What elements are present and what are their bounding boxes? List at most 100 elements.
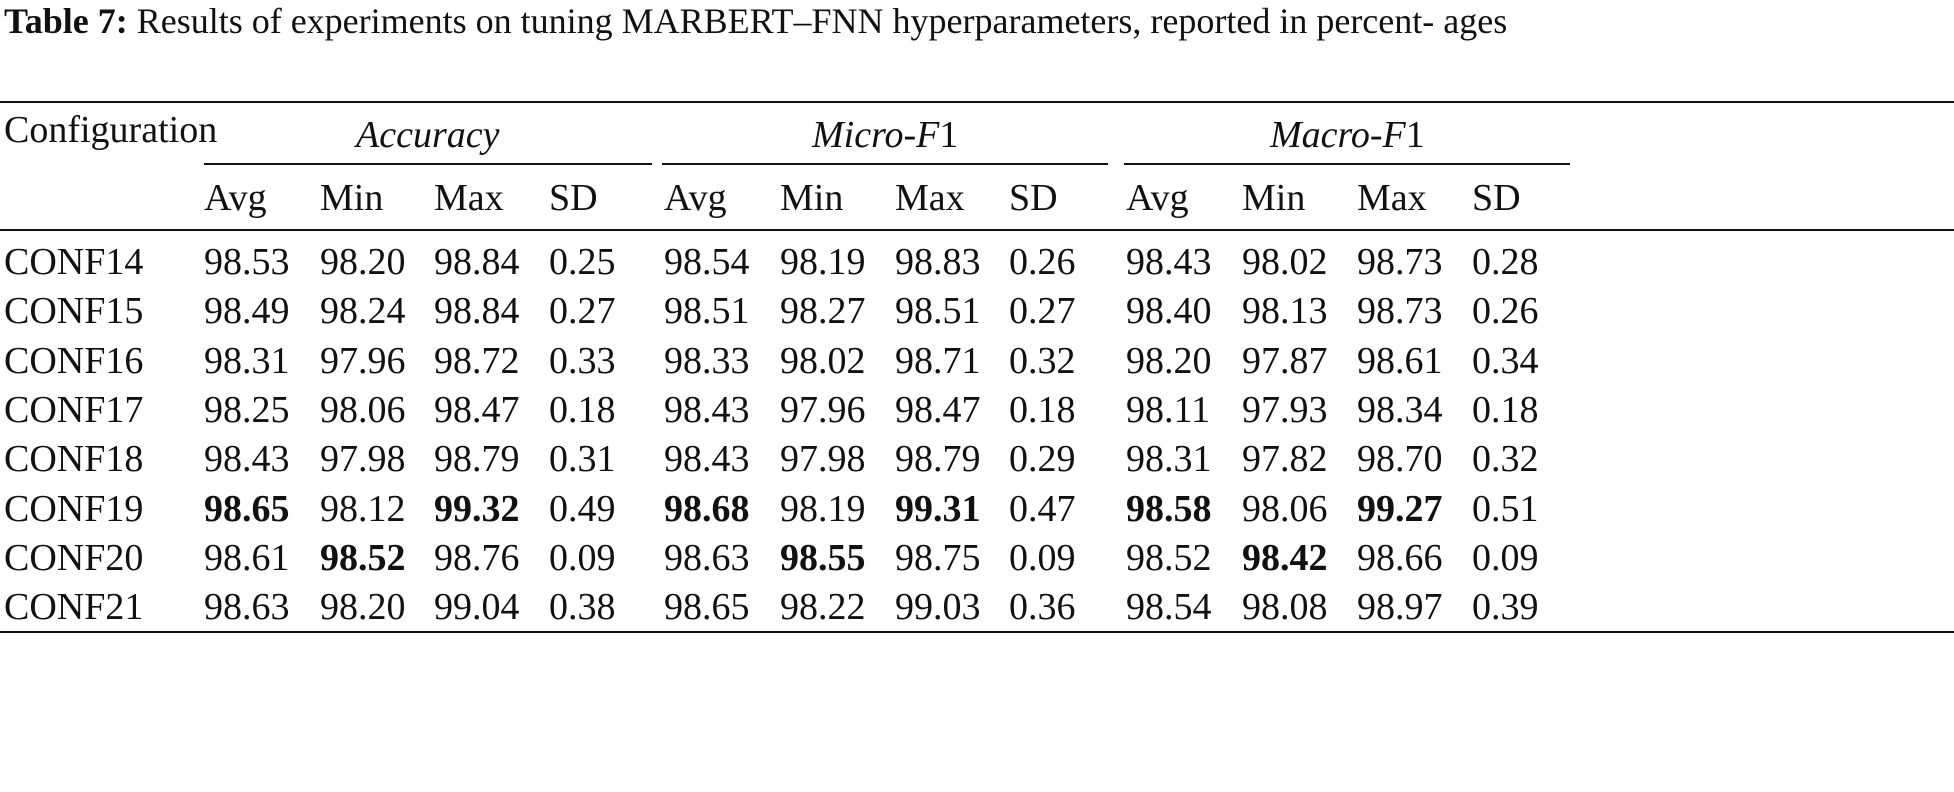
table-cell: 98.73	[1357, 290, 1443, 332]
table-cell: 98.70	[1357, 438, 1443, 480]
table-cell: 0.31	[549, 438, 616, 480]
table-cell: 98.55	[780, 537, 866, 579]
table-cell: 98.20	[320, 586, 406, 628]
table-cell: 98.43	[664, 389, 750, 431]
group-header-2: Micro-F1	[812, 113, 958, 157]
table-cell: 0.09	[1472, 537, 1539, 579]
table-cell: 98.42	[1242, 537, 1328, 579]
row-label-conf21: CONF21	[4, 586, 144, 628]
table-cell: 98.13	[1242, 290, 1328, 332]
table-cell: 0.18	[1009, 389, 1076, 431]
table-cell: 97.87	[1242, 340, 1328, 382]
table-cell: 0.18	[549, 389, 616, 431]
table-cell: 98.61	[1357, 340, 1443, 382]
table-cell: 98.20	[320, 241, 406, 283]
table-cell: 99.03	[895, 586, 981, 628]
table-cell: 98.84	[434, 241, 520, 283]
table-cell: 98.24	[320, 290, 406, 332]
subheader-max: Max	[1357, 177, 1427, 219]
table-cell: 0.32	[1472, 438, 1539, 480]
row-label-conf17: CONF17	[4, 389, 144, 431]
table-cell: 98.12	[320, 488, 406, 530]
table-cell: 98.84	[434, 290, 520, 332]
table-cell: 97.82	[1242, 438, 1328, 480]
table-cell: 98.73	[1357, 241, 1443, 283]
table-cell: 0.49	[549, 488, 616, 530]
table-cell: 98.52	[1126, 537, 1212, 579]
group-header-italic: Macro-F	[1270, 114, 1406, 156]
subheader-avg: Avg	[204, 177, 267, 219]
table-cell: 0.27	[549, 290, 616, 332]
table-cell: 99.32	[434, 488, 520, 530]
table-cell: 98.25	[204, 389, 290, 431]
table-cell: 98.43	[664, 438, 750, 480]
column-header-configuration: Configuration	[4, 109, 218, 151]
group-rule-3	[1124, 163, 1570, 165]
table-cell: 98.40	[1126, 290, 1212, 332]
table-cell: 98.49	[204, 290, 290, 332]
table-cell: 98.51	[664, 290, 750, 332]
table-cell: 98.27	[780, 290, 866, 332]
table-cell: 98.31	[204, 340, 290, 382]
table-cell: 98.22	[780, 586, 866, 628]
bottom-rule	[0, 631, 1954, 633]
table-cell: 0.25	[549, 241, 616, 283]
subheader-min: Min	[320, 177, 384, 219]
table-cell: 99.04	[434, 586, 520, 628]
table-cell: 98.34	[1357, 389, 1443, 431]
subheader-min: Min	[780, 177, 844, 219]
table-cell: 98.54	[664, 241, 750, 283]
subheader-sd: SD	[1009, 177, 1058, 219]
table-cell: 99.27	[1357, 488, 1443, 530]
table-cell: 98.20	[1126, 340, 1212, 382]
table-cell: 0.39	[1472, 586, 1539, 628]
table-cell: 98.08	[1242, 586, 1328, 628]
table-cell: 0.09	[1009, 537, 1076, 579]
row-label-conf16: CONF16	[4, 340, 144, 382]
group-header-1: Accuracy	[356, 113, 499, 157]
table-cell: 98.47	[895, 389, 981, 431]
table-cell: 97.98	[320, 438, 406, 480]
table-cell: 98.51	[895, 290, 981, 332]
subheader-sd: SD	[549, 177, 598, 219]
row-label-conf19: CONF19	[4, 488, 144, 530]
table-cell: 0.34	[1472, 340, 1539, 382]
table-cell: 98.66	[1357, 537, 1443, 579]
table-cell: 98.79	[434, 438, 520, 480]
table-cell: 98.19	[780, 488, 866, 530]
table-cell: 98.02	[780, 340, 866, 382]
table-cell: 97.96	[780, 389, 866, 431]
header-bottom-rule	[0, 229, 1954, 231]
group-header-suffix: 1	[1405, 114, 1425, 156]
table-cell: 98.63	[204, 586, 290, 628]
table-cell: 0.26	[1472, 290, 1539, 332]
table-cell: 0.38	[549, 586, 616, 628]
row-label-conf15: CONF15	[4, 290, 144, 332]
table-cell: 0.51	[1472, 488, 1539, 530]
table-cell: 98.65	[664, 586, 750, 628]
table-cell: 98.72	[434, 340, 520, 382]
table-cell: 98.68	[664, 488, 750, 530]
subheader-avg: Avg	[664, 177, 727, 219]
table-cell: 97.96	[320, 340, 406, 382]
group-rule-1	[204, 163, 652, 165]
table-cell: 98.19	[780, 241, 866, 283]
table-cell: 98.43	[204, 438, 290, 480]
row-label-conf14: CONF14	[4, 241, 144, 283]
table-cell: 98.54	[1126, 586, 1212, 628]
table-cell: 98.53	[204, 241, 290, 283]
table-cell: 0.18	[1472, 389, 1539, 431]
table-cell: 98.79	[895, 438, 981, 480]
table-cell: 0.36	[1009, 586, 1076, 628]
table-cell: 97.98	[780, 438, 866, 480]
table-cell: 98.63	[664, 537, 750, 579]
group-rule-2	[662, 163, 1108, 165]
group-header-italic: Accuracy	[356, 114, 500, 156]
subheader-max: Max	[895, 177, 965, 219]
row-label-conf20: CONF20	[4, 537, 144, 579]
table-cell: 98.83	[895, 241, 981, 283]
table-cell: 98.76	[434, 537, 520, 579]
table-cell: 98.61	[204, 537, 290, 579]
table-cell: 0.27	[1009, 290, 1076, 332]
table-cell: 98.52	[320, 537, 406, 579]
